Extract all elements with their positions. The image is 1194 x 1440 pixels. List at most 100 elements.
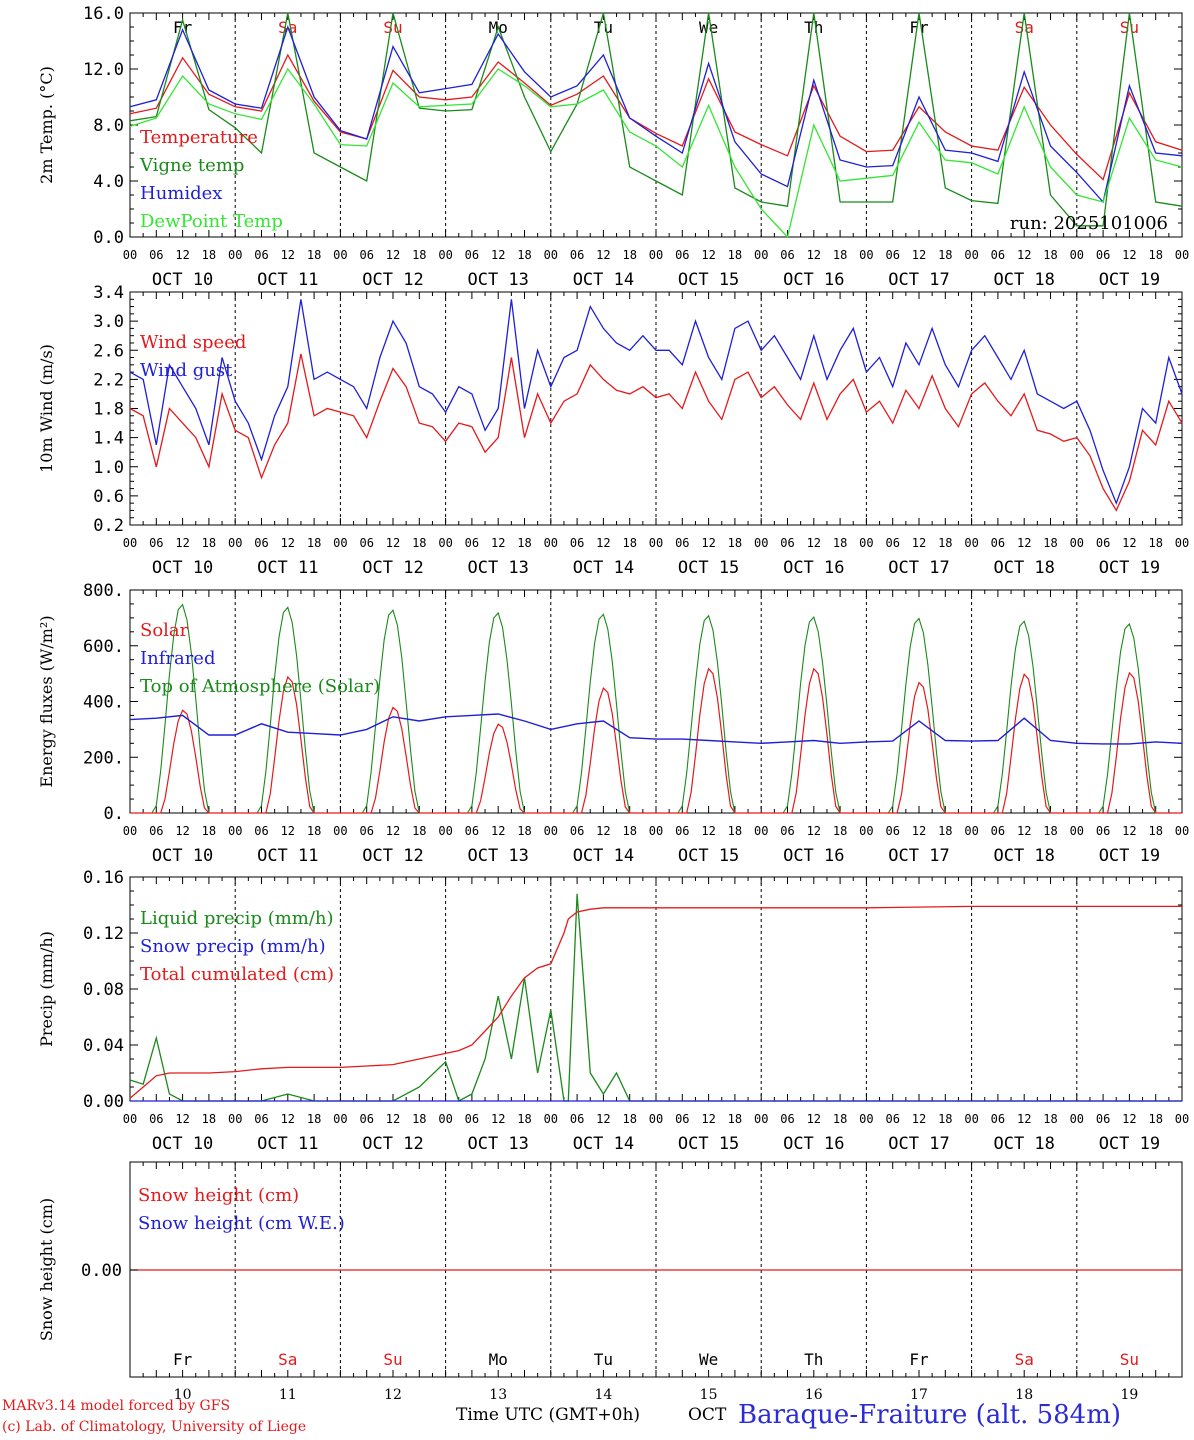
hour-tick-label: 06 (570, 1112, 584, 1126)
hour-tick-label: 18 (1148, 248, 1162, 262)
legend-entry: Temperature (140, 127, 258, 148)
hour-tick-label: 06 (254, 824, 268, 838)
hour-tick-label: 06 (1096, 824, 1110, 838)
hour-tick-label: 00 (964, 536, 978, 550)
date-label: OCT 15 (678, 1134, 739, 1154)
hour-tick-label: 00 (333, 824, 347, 838)
model-credit-1: MARv3.14 model forced by GFS (2, 1398, 231, 1414)
date-label: OCT 10 (152, 846, 213, 866)
hour-tick-label: 00 (754, 536, 768, 550)
hour-tick-label: 00 (333, 1112, 347, 1126)
hour-tick-label: 18 (412, 824, 426, 838)
hour-tick-label: 12 (281, 824, 295, 838)
date-label: OCT 19 (1099, 270, 1160, 290)
y-axis-label: 10m Wind (m/s) (37, 344, 56, 473)
y-tick-label: 1.0 (93, 458, 124, 478)
date-label: OCT 19 (1099, 558, 1160, 578)
hour-tick-label: 12 (491, 536, 505, 550)
hour-tick-label: 06 (359, 1112, 373, 1126)
hour-tick-label: 06 (359, 536, 373, 550)
day-number: 16 (805, 1387, 823, 1403)
hour-tick-label: 06 (570, 248, 584, 262)
hour-tick-label: 00 (1175, 248, 1189, 262)
y-tick-label: 1.8 (93, 400, 124, 420)
hour-tick-label: 12 (1017, 536, 1031, 550)
hour-tick-label: 06 (570, 536, 584, 550)
y-axis-label: Precip (mm/h) (37, 931, 56, 1047)
day-number: 15 (700, 1387, 718, 1403)
hour-tick-label: 18 (202, 1112, 216, 1126)
day-name: Th (804, 1350, 823, 1369)
hour-tick-label: 06 (149, 536, 163, 550)
hour-tick-label: 00 (123, 824, 137, 838)
date-label: OCT 15 (678, 558, 739, 578)
hour-tick-label: 06 (149, 824, 163, 838)
series-line-infrared (129, 713, 1183, 745)
hour-tick-label: 18 (622, 824, 636, 838)
hour-tick-label: 18 (307, 1112, 321, 1126)
date-label: OCT 14 (573, 1134, 634, 1154)
legend-entry: Snow height (cm) (138, 1185, 299, 1206)
hour-tick-label: 06 (149, 248, 163, 262)
date-label: OCT 18 (993, 270, 1054, 290)
hour-tick-label: 06 (1096, 248, 1110, 262)
day-name: Fr (909, 18, 929, 37)
date-label: OCT 18 (993, 1134, 1054, 1154)
hour-tick-label: 18 (728, 1112, 742, 1126)
hour-tick-label: 00 (1070, 1112, 1084, 1126)
series-line-humidex (129, 25, 1183, 204)
hour-tick-label: 12 (912, 824, 926, 838)
day-number: 17 (910, 1387, 928, 1403)
hour-tick-label: 18 (307, 248, 321, 262)
hour-tick-label: 18 (833, 824, 847, 838)
run-annotation: run: 2025101006 (1010, 213, 1168, 234)
day-name: Fr (909, 1350, 929, 1369)
y-tick-label: 0.00 (81, 1261, 122, 1281)
hour-tick-label: 00 (859, 1112, 873, 1126)
hour-tick-label: 12 (596, 536, 610, 550)
hour-tick-label: 12 (1017, 1112, 1031, 1126)
y-tick-label: 0.6 (93, 487, 124, 507)
day-name: Fr (173, 18, 193, 37)
hour-tick-label: 06 (465, 536, 479, 550)
y-tick-label: 4.0 (93, 172, 124, 192)
y-axis-label: 2m Temp. (°C) (37, 66, 56, 184)
hour-tick-label: 18 (1043, 536, 1057, 550)
hour-tick-label: 00 (964, 824, 978, 838)
hour-tick-label: 12 (491, 824, 505, 838)
hour-tick-label: 12 (281, 536, 295, 550)
legend-entry: DewPoint Temp (140, 211, 283, 232)
hour-tick-label: 00 (859, 248, 873, 262)
hour-tick-label: 00 (123, 248, 137, 262)
y-tick-label: 0.0 (93, 228, 124, 248)
legend-entry: Total cumulated (cm) (140, 964, 334, 985)
hour-tick-label: 12 (596, 1112, 610, 1126)
date-label: OCT 16 (783, 846, 844, 866)
legend-entry: Vigne temp (139, 155, 244, 176)
date-label: OCT 12 (362, 1134, 423, 1154)
y-tick-label: 0.04 (83, 1036, 124, 1056)
legend-entry: Wind speed (140, 332, 246, 353)
date-label: OCT 16 (783, 1134, 844, 1154)
hour-tick-label: 06 (359, 824, 373, 838)
hour-tick-label: 06 (675, 248, 689, 262)
date-label: OCT 17 (888, 1134, 949, 1154)
hour-tick-label: 12 (701, 248, 715, 262)
hour-tick-label: 06 (885, 1112, 899, 1126)
hour-tick-label: 12 (1122, 536, 1136, 550)
hour-tick-label: 00 (859, 536, 873, 550)
hour-tick-label: 12 (175, 536, 189, 550)
hour-tick-label: 00 (1070, 248, 1084, 262)
hour-tick-label: 12 (596, 248, 610, 262)
hour-tick-label: 12 (175, 824, 189, 838)
date-label: OCT 13 (467, 270, 528, 290)
hour-tick-label: 00 (754, 824, 768, 838)
hour-tick-label: 18 (412, 536, 426, 550)
hour-tick-label: 00 (544, 824, 558, 838)
hour-tick-label: 06 (1096, 536, 1110, 550)
hour-tick-label: 06 (991, 248, 1005, 262)
hour-tick-label: 00 (649, 824, 663, 838)
hour-tick-label: 06 (991, 824, 1005, 838)
hour-tick-label: 06 (675, 536, 689, 550)
day-number: 11 (279, 1387, 297, 1403)
